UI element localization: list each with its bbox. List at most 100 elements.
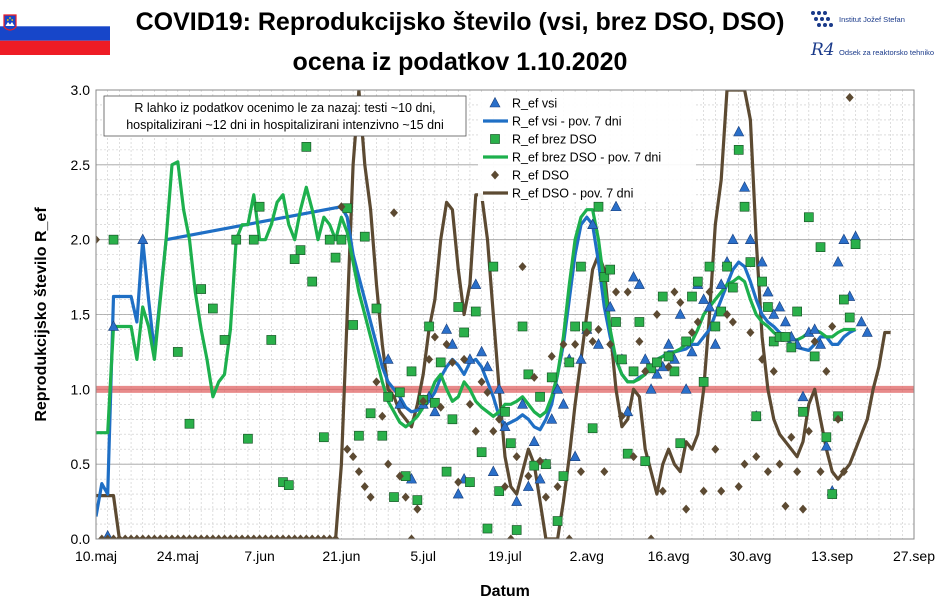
chart-subtitle: ocena iz podatkov 1.10.2020: [292, 48, 628, 76]
data-point-diamond: [238, 534, 247, 539]
data-point-square: [430, 397, 440, 408]
data-point-square: [681, 336, 691, 347]
data-point-diamond: [302, 534, 311, 539]
data-point-triangle: [715, 278, 727, 289]
data-point-square: [570, 321, 580, 332]
data-point-square: [523, 369, 534, 380]
data-point-triangle: [739, 181, 751, 192]
data-point-diamond: [401, 492, 410, 502]
data-point-diamond: [728, 317, 737, 327]
data-point-triangle: [674, 308, 686, 319]
data-point-diamond: [96, 235, 100, 245]
data-point-diamond: [834, 414, 843, 424]
data-point-square: [786, 342, 797, 353]
data-point-diamond: [483, 387, 492, 397]
data-point-diamond: [278, 534, 287, 539]
data-point-diamond: [705, 287, 714, 297]
x-tick-label: 16.avg: [648, 548, 690, 564]
plot-frame: [95, 89, 915, 540]
data-point-diamond: [477, 377, 486, 387]
data-point-square: [511, 525, 522, 535]
y-tick-label: 1.5: [71, 307, 91, 323]
data-point-triangle: [820, 440, 832, 451]
data-point-diamond: [267, 534, 276, 539]
data-point-square: [576, 261, 586, 272]
data-point-diamond: [734, 482, 743, 492]
data-point-diamond: [319, 534, 328, 539]
legend-marker-swatch: [489, 96, 501, 108]
legend-background: [478, 93, 696, 201]
data-point-diamond: [425, 354, 434, 364]
annotation-line: R lahko iz podatkov ocenimo le za nazaj:…: [134, 101, 435, 115]
data-point-triangle: [639, 353, 651, 364]
data-point-square: [850, 239, 861, 250]
data-point-diamond: [582, 327, 591, 337]
x-tick-label: 2.avg: [570, 548, 604, 564]
data-point-diamond: [185, 534, 194, 539]
data-point-square: [307, 276, 318, 287]
data-point-square: [231, 234, 242, 245]
data-point-square: [488, 261, 499, 272]
legend-label: R_ef vsi - pov. 7 dni: [512, 115, 622, 129]
x-tick-label: 7.jun: [244, 548, 274, 564]
data-point-square: [821, 432, 832, 443]
data-point-square: [628, 366, 639, 377]
data-point-triangle: [727, 233, 739, 244]
data-point-diamond: [384, 459, 393, 469]
data-point-diamond: [676, 298, 685, 308]
data-point-diamond: [635, 336, 644, 346]
data-point-triangle: [709, 338, 721, 349]
data-point-triangle: [575, 353, 587, 364]
data-point-diamond: [109, 534, 118, 539]
data-point-square: [266, 335, 277, 345]
data-point-diamond: [173, 534, 182, 539]
data-point-square: [646, 363, 656, 374]
data-point-square: [739, 201, 750, 212]
data-point-square: [424, 321, 434, 332]
data-point-triangle: [493, 383, 505, 394]
data-point-square: [494, 486, 505, 496]
data-point-square: [803, 212, 814, 223]
data-point-square: [108, 234, 119, 245]
y-tick-label: 1.0: [71, 381, 91, 397]
data-point-triangle: [137, 233, 149, 244]
data-point-diamond: [378, 411, 387, 421]
data-point-square: [757, 276, 767, 287]
data-point-diamond: [273, 534, 282, 539]
data-point-diamond: [325, 534, 334, 539]
data-point-triangle: [511, 495, 523, 506]
data-point-square: [453, 302, 464, 312]
data-point-square: [465, 477, 475, 487]
x-tick-label: 27.sep: [893, 548, 935, 564]
data-point-diamond: [243, 534, 252, 539]
data-point-diamond: [617, 411, 626, 421]
data-point-diamond: [290, 534, 299, 539]
data-point-diamond: [121, 534, 130, 539]
data-point-diamond: [658, 486, 667, 496]
data-point-square: [500, 406, 510, 417]
ijs-logo-text: Institut Jožef Stefan: [839, 15, 905, 24]
data-point-triangle: [108, 320, 120, 331]
data-point-square: [342, 203, 353, 214]
data-point-square: [476, 447, 487, 458]
data-point-diamond: [682, 504, 691, 514]
data-point-square: [839, 294, 849, 305]
data-point-square: [634, 317, 645, 327]
data-point-square: [505, 438, 516, 449]
data-point-square: [815, 242, 826, 252]
data-point-diamond: [594, 324, 603, 334]
annotation-frame: [103, 95, 467, 137]
data-point-diamond: [547, 351, 556, 361]
data-point-triangle: [855, 315, 867, 327]
data-point-square: [809, 351, 820, 362]
y-tick-label: 0.5: [71, 456, 91, 472]
data-point-square: [728, 282, 738, 293]
data-point-triangle: [592, 338, 604, 349]
data-point-triangle: [528, 435, 540, 447]
data-point-triangle: [756, 255, 768, 267]
data-point-square: [564, 357, 575, 368]
data-point-diamond: [372, 377, 381, 387]
data-point-square: [745, 257, 756, 267]
data-point-diamond: [588, 336, 597, 346]
data-point-square: [663, 351, 674, 362]
